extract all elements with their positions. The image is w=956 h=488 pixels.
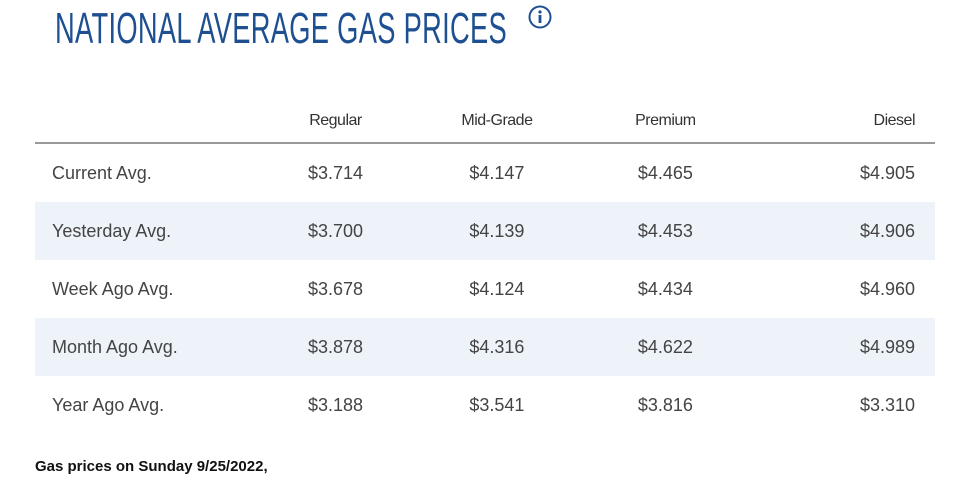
price-cell: $4.434 [637, 278, 693, 299]
info-icon[interactable] [527, 4, 553, 30]
price-cell: $3.678 [307, 278, 363, 299]
table-row: Week Ago Avg. $3.678 $4.124 $4.434 $4.960 [35, 260, 935, 318]
header-row: Regular Mid-Grade Premium Diesel [35, 100, 935, 144]
price-cell: $4.906 [742, 202, 935, 260]
price-cell: $4.316 [405, 318, 588, 376]
table-row: Yesterday Avg. $3.700 $4.139 $4.453 $4.906 [35, 202, 935, 260]
row-label: Year Ago Avg. [52, 394, 165, 415]
price-cell: $4.989 [742, 318, 935, 376]
column-header: Regular [265, 100, 406, 144]
price-cell: $4.465 [637, 162, 693, 183]
row-label: Yesterday Avg. [35, 202, 265, 260]
price-cell: $4.960 [859, 278, 915, 299]
price-cell: $3.188 [307, 394, 363, 415]
table-body: Current Avg. $3.714 $4.147 $4.465 $4.905 Yest… [35, 143, 935, 434]
price-cell: $3.310 [859, 394, 915, 415]
price-cell: $3.700 [265, 202, 406, 260]
column-header: Premium [587, 100, 743, 144]
price-cell: $3.541 [469, 394, 525, 415]
column-header: Mid-Grade [405, 100, 588, 144]
price-cell: $4.139 [405, 202, 588, 260]
row-label: Week Ago Avg. [52, 278, 174, 299]
price-cell: $3.714 [307, 162, 363, 183]
price-cell: $3.816 [637, 394, 693, 415]
price-cell: $3.878 [265, 318, 406, 376]
corner-cell [35, 100, 265, 144]
price-table: Regular Mid-Grade Premium Diesel Current Av… [35, 100, 935, 434]
table-row: Month Ago Avg. $3.878 $4.316 $4.622 $4.989 [35, 318, 935, 376]
price-cell: $4.622 [587, 318, 743, 376]
table-row: Current Avg. $3.714 $4.147 $4.465 $4.905 [35, 143, 935, 202]
row-label: Current Avg. [52, 162, 152, 183]
title: NATIONAL AVERAGE GAS PRICES [55, 4, 508, 53]
row-label: Month Ago Avg. [35, 318, 265, 376]
column-header: Diesel [742, 100, 935, 144]
price-cell: $4.124 [469, 278, 525, 299]
price-cell: $4.147 [469, 162, 525, 183]
price-cell: $4.905 [859, 162, 915, 183]
footnote: Gas prices on Sunday 9/25/2022, [35, 458, 268, 475]
price-cell: $4.453 [587, 202, 743, 260]
table-row: Year Ago Avg. $3.188 $3.541 $3.816 $3.310 [35, 376, 935, 434]
